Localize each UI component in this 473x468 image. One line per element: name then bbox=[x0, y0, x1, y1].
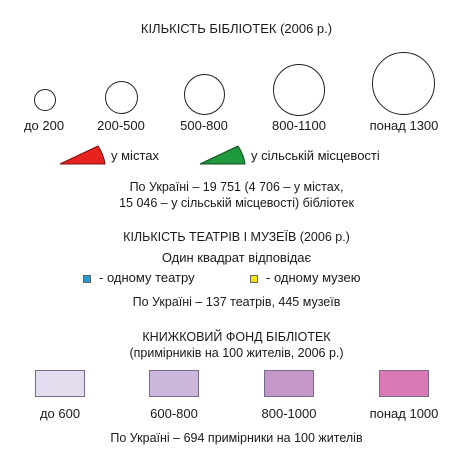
size-label-2: 200-500 bbox=[97, 118, 145, 133]
libraries-note-line2: 15 046 – у сільській місцевості) бібліот… bbox=[119, 196, 354, 210]
museum-label: - одному музею bbox=[266, 270, 361, 285]
size-label-4: 800-1100 bbox=[272, 118, 326, 133]
theatres-note: По Україні – 137 театрів, 445 музеїв bbox=[132, 295, 341, 309]
urban-label: у містах bbox=[111, 148, 159, 163]
size-label-3: 500-800 bbox=[180, 118, 228, 133]
libraries-note-line1: По Україні – 19 751 (4 706 – у містах, bbox=[129, 180, 344, 194]
fund-label-1: до 600 bbox=[39, 406, 81, 421]
theatre-square-icon bbox=[83, 275, 91, 283]
fund-swatch-2 bbox=[149, 370, 199, 397]
rural-sector-icon bbox=[199, 145, 246, 165]
circle-size-4 bbox=[273, 64, 325, 116]
size-label-1: до 200 bbox=[23, 118, 65, 133]
fund-label-3: 800-1000 bbox=[261, 406, 317, 421]
theatres-subtitle: Один квадрат відповідає bbox=[161, 250, 312, 265]
book-fund-subtitle: (примірників на 100 жителів, 2006 р.) bbox=[129, 346, 344, 360]
fund-swatch-4 bbox=[379, 370, 429, 397]
circle-size-2 bbox=[105, 81, 138, 114]
book-fund-note: По Україні – 694 примірники на 100 жител… bbox=[110, 431, 363, 445]
circle-size-3 bbox=[184, 74, 225, 115]
fund-label-2: 600-800 bbox=[150, 406, 198, 421]
urban-sector-icon bbox=[59, 145, 106, 165]
theatre-label: - одному театру bbox=[99, 270, 195, 285]
museum-square-icon bbox=[250, 275, 258, 283]
libraries-title: КІЛЬКІСТЬ БІБЛІОТЕК (2006 р.) bbox=[140, 21, 333, 36]
fund-swatch-1 bbox=[35, 370, 85, 397]
theatres-title: КІЛЬКІСТЬ ТЕАТРІВ І МУЗЕЇВ (2006 р.) bbox=[123, 230, 350, 244]
size-label-5: понад 1300 bbox=[369, 118, 439, 133]
rural-label: у сільській місцевості bbox=[251, 148, 380, 163]
book-fund-title: КНИЖКОВИЙ ФОНД БІБЛІОТЕК bbox=[142, 330, 331, 344]
circle-size-5 bbox=[372, 52, 435, 115]
fund-swatch-3 bbox=[264, 370, 314, 397]
circle-size-1 bbox=[34, 89, 56, 111]
fund-label-4: понад 1000 bbox=[369, 406, 439, 421]
